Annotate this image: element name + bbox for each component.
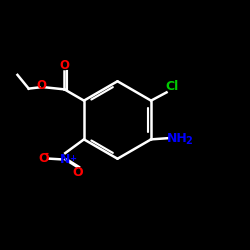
Text: 2: 2 [185, 136, 192, 145]
Text: +: + [69, 154, 76, 162]
Text: O: O [36, 79, 46, 92]
Text: N: N [60, 153, 70, 166]
Text: Cl: Cl [165, 80, 178, 93]
Text: O: O [72, 166, 83, 179]
Text: NH: NH [167, 132, 188, 144]
Text: O: O [38, 152, 49, 165]
Text: -: - [45, 149, 49, 159]
Text: O: O [60, 59, 70, 72]
